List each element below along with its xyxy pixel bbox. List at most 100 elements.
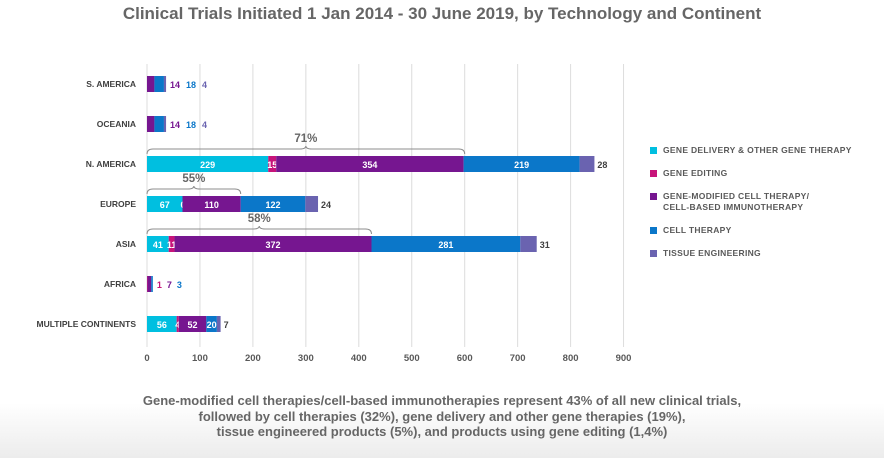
chart-title: Clinical Trials Initiated 1 Jan 2014 - 3… [122,4,762,23]
category-label: OCEANIA [97,119,136,129]
bar-segment [147,156,269,172]
legend-item: GENE EDITING [650,168,880,179]
bar-segment [147,116,155,132]
bar-segment [154,116,164,132]
bar-segment [276,156,464,172]
annotation-bracket [146,185,242,195]
legend-label: TISSUE ENGINEERING [663,248,761,258]
bar-segment [268,156,277,172]
axis-labels: 0 100 200 300 400 500 600 700 800 900 S. AMERICA OC… [37,79,632,364]
legend-item: CELL THERAPY [650,225,880,236]
bar-segment [520,236,537,252]
bar-segment [163,116,167,132]
bar-segment [182,196,241,212]
legend-item: GENE DELIVERY & OTHER GENE THERAPY [650,145,880,156]
data-label: 28 [597,160,607,170]
bar-segment [147,276,148,292]
bar-segment [176,316,179,332]
bar-segment [216,316,221,332]
x-tick-label: 200 [245,353,261,364]
data-label: 52 [188,320,198,330]
annotation-label: 71% [294,133,317,145]
legend-swatch [650,227,657,234]
data-label: 4 [202,120,207,130]
bar-stacks: 1418414184229153542192867011012224411137… [147,76,607,332]
x-tick-label: 700 [510,353,526,364]
data-label: 372 [266,240,281,250]
category-label: MULTIPLE CONTINENTS [37,319,137,329]
data-label: 3 [177,280,182,290]
data-label: 122 [266,200,281,210]
bar-segment [147,196,183,212]
data-label: 18 [186,120,196,130]
x-tick-label: 0 [144,353,149,364]
x-tick-label: 400 [351,353,367,364]
legend-item: TISSUE ENGINEERING [650,248,880,259]
chart-plot: 71%55%58% 141841418422915354219286701101… [37,64,632,364]
x-tick-label: 800 [563,353,579,364]
data-label: 18 [186,80,196,90]
legend-label: CELL THERAPY [663,225,732,235]
data-label: 7 [167,280,172,290]
legend-swatch [650,170,657,177]
x-tick-label: 600 [457,353,473,364]
bar-segment [147,76,155,92]
bar-segment [147,276,152,292]
bar-segment [154,76,164,92]
data-label: 354 [362,160,377,170]
legend-item: GENE-MODIFIED CELL THERAPY/ CELL-BASED I… [650,191,880,213]
bar-segment [178,316,207,332]
legend-swatch [650,193,657,200]
data-label: 67 [160,200,170,210]
data-label: 11 [167,240,177,250]
category-label: N. AMERICA [86,159,136,169]
legend-label: GENE EDITING [663,168,728,178]
category-label: S. AMERICA [86,79,136,89]
bar-segment [174,236,372,252]
data-label: 24 [321,200,331,210]
data-label: 1 [157,280,162,290]
data-label: 4 [175,320,180,330]
data-label: 20 [207,320,217,330]
bar-segment [371,236,521,252]
annotation-label: 55% [182,173,205,185]
data-label: 219 [514,160,529,170]
data-label: 281 [438,240,453,250]
data-label: 56 [157,320,167,330]
category-label: AFRICA [104,279,136,289]
annotation-bracket [146,145,466,155]
data-label: 229 [200,160,215,170]
bar-segment [240,196,306,212]
chart-caption: Gene-modified cell therapies/cell-based … [142,393,742,439]
data-label: 14 [170,120,180,130]
bar-segment [163,76,167,92]
x-tick-label: 500 [404,353,420,364]
legend-swatch [650,147,657,154]
category-label: ASIA [116,239,136,249]
chart-legend: GENE DELIVERY & OTHER GENE THERAPY GENE E… [650,145,880,271]
bar-segment [168,236,175,252]
data-label: 41 [153,240,163,250]
x-tick-label: 100 [192,353,208,364]
data-label: 7 [224,320,229,330]
legend-label: GENE-MODIFIED CELL THERAPY/ CELL-BASED I… [663,191,810,212]
bar-segment [151,276,153,292]
x-tick-label: 900 [616,353,632,364]
data-label: 15 [267,160,277,170]
data-label: 31 [540,240,550,250]
annotation-bracket [146,225,373,235]
data-label: 110 [204,200,219,210]
annotation-brackets: 71% 55% 58% [146,133,466,235]
bar-segment [147,316,177,332]
legend-swatch [650,250,657,257]
bar-segment [579,156,595,172]
data-label: 4 [202,80,207,90]
legend-label: GENE DELIVERY & OTHER GENE THERAPY [663,145,852,155]
bar-segment [463,156,580,172]
data-label: 14 [170,80,180,90]
bar-segment [147,236,169,252]
category-label: EUROPE [100,199,136,209]
bar-segment [206,316,217,332]
annotation-label: 58% [248,213,271,225]
x-tick-label: 300 [298,353,314,364]
